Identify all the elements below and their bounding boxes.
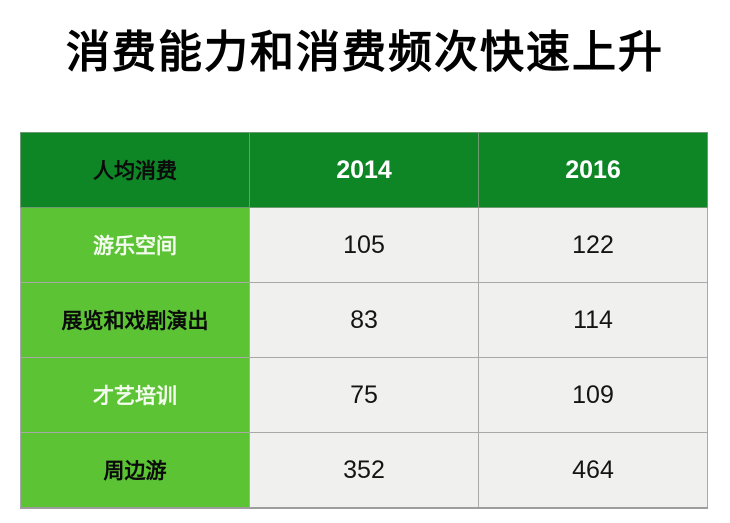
table-row: 游乐空间 105 122 [20,207,708,283]
value-cell: 83 [249,282,479,358]
value-cell: 464 [478,432,708,509]
row-label-cell: 才艺培训 [20,357,250,433]
table-row: 周边游 352 464 [20,432,708,509]
row-label-cell: 展览和戏剧演出 [20,282,250,358]
table-header-2014: 2014 [249,132,479,208]
value-cell: 75 [249,357,479,433]
row-label-cell: 游乐空间 [20,207,250,283]
table-header-2016: 2016 [478,132,708,208]
table-row: 才艺培训 75 109 [20,357,708,433]
row-label-cell: 周边游 [20,432,250,509]
table-header-category: 人均消费 [20,132,250,208]
value-cell: 122 [478,207,708,283]
value-cell: 352 [249,432,479,509]
value-cell: 109 [478,357,708,433]
table-row: 展览和戏剧演出 83 114 [20,282,708,358]
consumption-table: 人均消费 2014 2016 游乐空间 105 122 展览和戏剧演出 83 1… [20,132,708,509]
value-cell: 105 [249,207,479,283]
value-cell: 114 [478,282,708,358]
table-header-row: 人均消费 2014 2016 [20,132,708,208]
page-title: 消费能力和消费频次快速上升 [66,28,664,77]
